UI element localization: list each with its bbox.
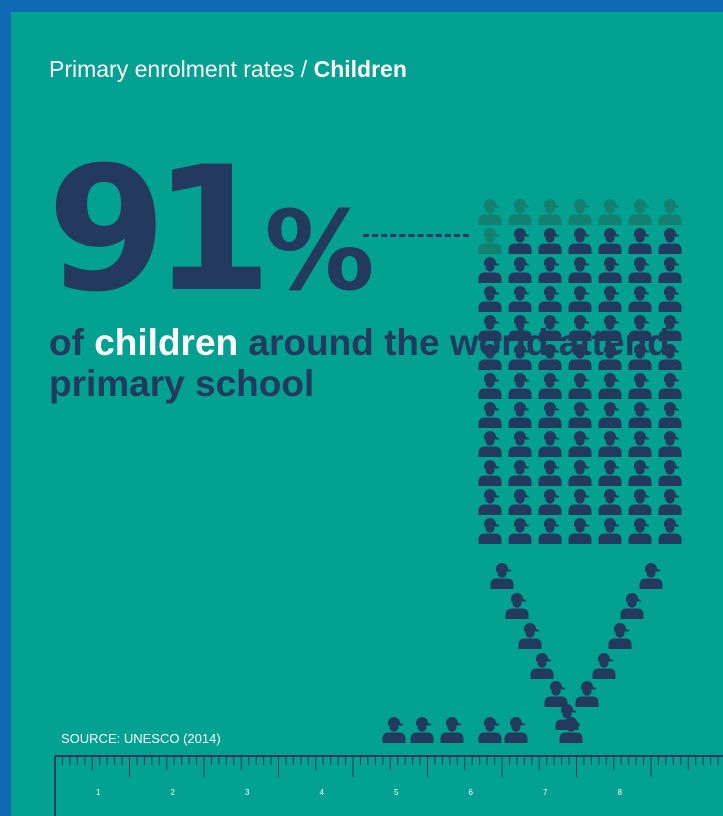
ruler-label: 4 xyxy=(320,788,325,797)
ruler-label: 2 xyxy=(171,788,176,797)
ruler-label: 6 xyxy=(469,788,474,797)
ruler-label: 1 xyxy=(96,788,101,797)
infographic-card: Primary enrolment rates / Children 91% o… xyxy=(11,12,723,816)
ruler-label: 3 xyxy=(245,788,250,797)
ruler-label: 7 xyxy=(543,788,548,797)
ruler-background xyxy=(11,755,723,816)
ruler: 1 2 3 4 5 6 7 8 xyxy=(11,12,723,816)
ruler-label: 8 xyxy=(618,788,623,797)
ruler-label: 5 xyxy=(394,788,399,797)
